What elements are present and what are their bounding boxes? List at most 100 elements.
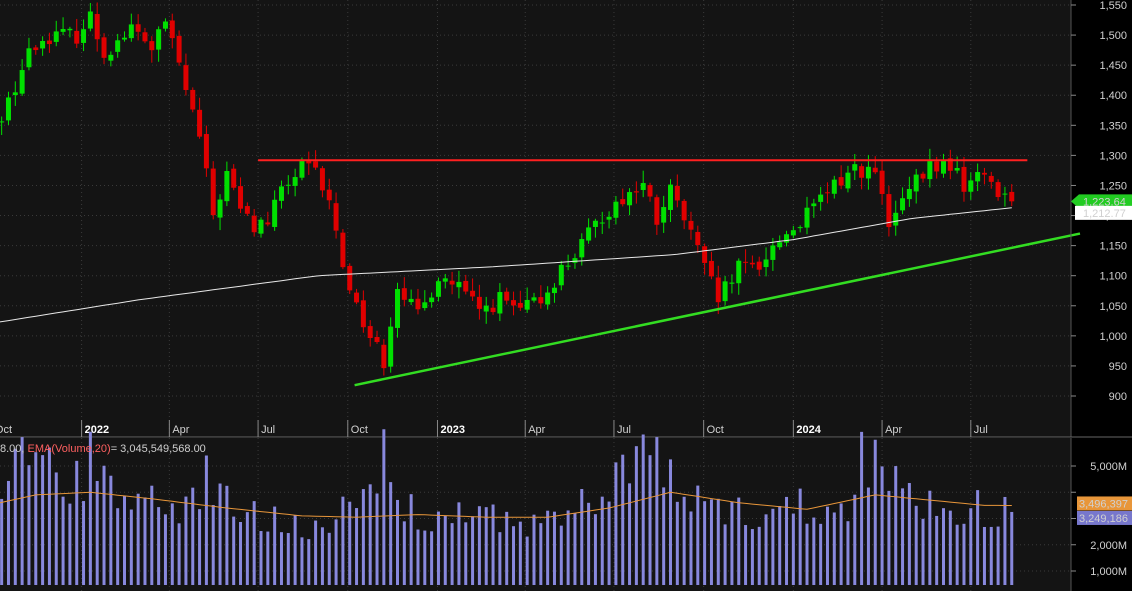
candle-body	[538, 297, 544, 304]
candle-body	[627, 192, 633, 206]
volume-bar	[314, 520, 318, 585]
volume-bar	[709, 499, 713, 585]
ma-value-flag: 1,212.77	[1075, 205, 1132, 220]
volume-bar	[34, 452, 38, 585]
candle-body	[299, 159, 305, 178]
volume-bar	[123, 495, 126, 585]
candle-body	[579, 239, 585, 258]
volume-bar	[730, 501, 734, 585]
last-price-label: 1,223.64	[1083, 196, 1126, 208]
volume-bar	[191, 487, 195, 585]
volume-indicator-prefix: 8.00,	[0, 443, 28, 455]
volume-bar	[355, 508, 359, 585]
volume-bar	[61, 496, 65, 585]
volume-indicator-value: = 3,045,549,568.00	[111, 443, 206, 455]
candle-body	[681, 200, 687, 221]
candle-body	[374, 337, 380, 343]
volume-bar	[484, 507, 488, 585]
time-tick-label: Jul	[617, 424, 631, 436]
volume-bar	[457, 502, 461, 585]
volume-bar	[880, 466, 884, 585]
candle-body	[879, 170, 885, 194]
candle-body	[551, 287, 557, 294]
candle-body	[354, 292, 360, 303]
candle-body	[872, 167, 878, 173]
time-tick-label: Oct	[0, 424, 12, 436]
time-tick-label: Oct	[351, 424, 368, 436]
candle-body	[217, 199, 223, 218]
candle-body	[708, 260, 714, 277]
candle-body	[87, 11, 93, 29]
volume-bar	[184, 496, 188, 585]
volume-bar	[914, 505, 918, 585]
candle-body	[517, 302, 523, 308]
price-tick-label: 1,450	[1099, 60, 1127, 72]
volume-bar	[512, 526, 516, 585]
volume-bar	[907, 483, 911, 585]
candle-body	[934, 161, 940, 172]
volume-bar	[546, 510, 550, 585]
candle-body	[149, 41, 155, 51]
volume-panel[interactable]: 8.00, EMA(Volume,20)= 3,045,549,568.00	[0, 429, 1071, 591]
volume-bar	[129, 509, 133, 585]
volume-bar	[177, 523, 181, 585]
candle-body	[490, 307, 496, 313]
candle-body	[784, 234, 790, 243]
candle-body	[60, 29, 66, 32]
volume-bar	[320, 527, 324, 585]
volume-bar	[334, 519, 338, 585]
volume-bar	[471, 516, 475, 585]
time-tick-label: Jul	[261, 424, 275, 436]
candle-body	[988, 175, 994, 182]
candle-body	[0, 121, 5, 123]
volume-bar	[559, 525, 563, 585]
candle-body	[306, 159, 312, 164]
support-trendline[interactable]	[354, 232, 1081, 387]
volume-bar	[969, 508, 973, 585]
price-panel[interactable]	[0, 0, 1081, 437]
volume-bar	[157, 507, 161, 585]
volume-bar	[860, 431, 864, 585]
candle-body	[122, 37, 127, 40]
time-tick-label: 2024	[796, 424, 821, 436]
volume-bar	[696, 485, 700, 585]
volume-bar	[41, 455, 45, 585]
candle-body	[53, 31, 59, 42]
candle-body	[360, 300, 366, 328]
candle-body	[463, 280, 469, 292]
candle-body	[961, 166, 967, 192]
volume-bar	[771, 508, 775, 585]
volume-ema-flag: 3,496,397	[1077, 496, 1132, 511]
candle-body	[654, 197, 660, 225]
volume-bar	[791, 513, 795, 585]
candle-body	[470, 290, 476, 297]
candle-body	[606, 216, 612, 220]
volume-bar	[641, 434, 645, 585]
candle-body	[258, 219, 264, 234]
volume-bar	[368, 484, 372, 585]
volume-bar	[996, 526, 1000, 585]
volume-bar	[143, 497, 147, 585]
candle-body	[483, 305, 489, 312]
volume-bar	[948, 510, 952, 585]
volume-bar	[689, 511, 693, 585]
volume-last-value-label: 3,249,186	[1079, 513, 1128, 525]
volume-last-flag-shape	[1077, 510, 1132, 525]
candle-body	[401, 288, 407, 300]
volume-bar	[82, 501, 86, 585]
candle-body	[941, 160, 946, 174]
price-tick-label: 1,500	[1099, 30, 1127, 42]
volume-bar	[416, 529, 420, 585]
volume-bar	[935, 515, 939, 585]
candle-body	[674, 185, 680, 201]
volume-bar	[402, 521, 406, 585]
volume-bar	[361, 489, 365, 585]
volume-bar	[532, 514, 536, 585]
candle-body	[770, 245, 776, 260]
volume-ema-flag-shape	[1077, 496, 1132, 511]
volume-bar	[102, 465, 106, 585]
candle-body	[1009, 191, 1015, 202]
candle-body	[197, 109, 203, 137]
candle-body	[33, 47, 39, 51]
